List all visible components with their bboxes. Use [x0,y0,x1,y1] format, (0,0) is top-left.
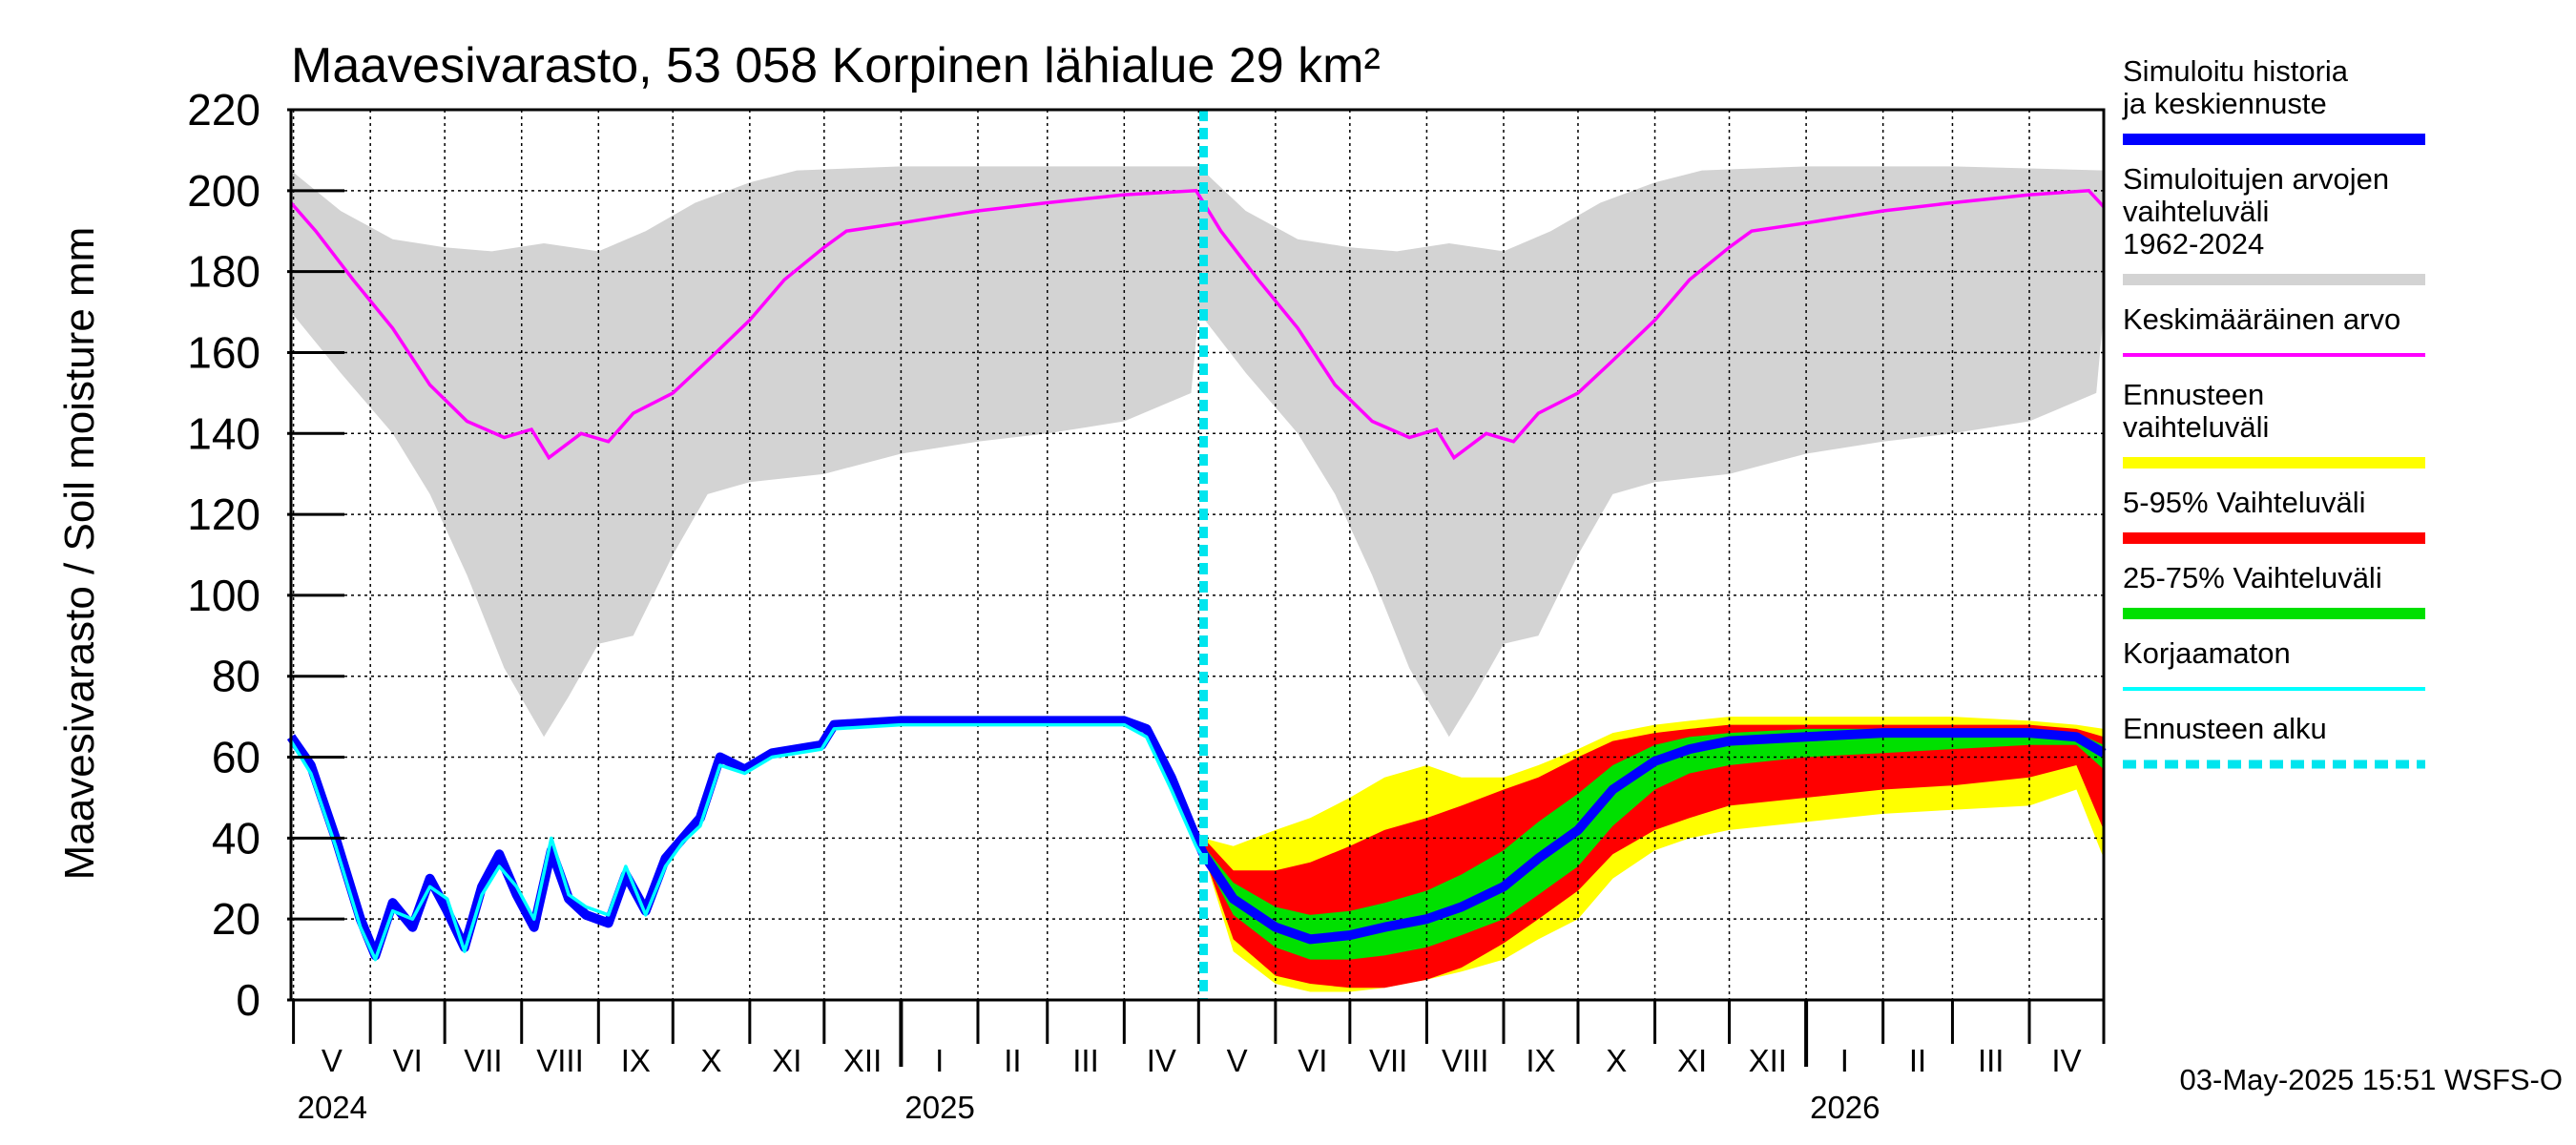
y-tick-label-140: 140 [187,408,260,458]
history-line [286,716,1209,961]
year-label-2026: 2026 [1810,1090,1880,1125]
y-tick-label-0: 0 [236,975,260,1025]
y-tick-label-220: 220 [187,85,260,135]
month-label-0: V [322,1043,343,1078]
month-label-20: I [1840,1043,1849,1078]
chart-title: Maavesivarasto, 53 058 Korpinen lähialue… [291,38,1381,94]
month-label-5: X [701,1043,722,1078]
month-label-2: VII [464,1043,502,1078]
month-label-12: V [1227,1043,1248,1078]
y-tick-label-80: 80 [212,652,260,701]
month-label-6: XI [772,1043,801,1078]
month-label-1: VI [393,1043,423,1078]
month-label-9: II [1004,1043,1021,1078]
y-tick-label-20: 20 [212,894,260,944]
month-label-7: XII [843,1043,882,1078]
legend-label-history: Simuloitu historia ja keskiennuste [2122,54,2349,120]
legend-label-fc_start: Ennusteen alku [2123,712,2327,745]
forecast-median-line [1199,728,2107,945]
y-tick-label-40: 40 [212,813,260,863]
historical-range-band [291,166,2104,738]
y-tick-label-120: 120 [187,489,260,539]
legend-label-p5_95: 5-95% Vaihteluväli [2123,486,2365,519]
month-label-11: IV [1147,1043,1176,1078]
month-label-19: XII [1749,1043,1787,1078]
timestamp: 03-May-2025 15:51 WSFS-O [2180,1063,2563,1096]
legend-label-uncorrected: Korjaamaton [2123,636,2291,670]
mean-line [289,188,2106,461]
data-lines [286,110,2107,1000]
legend-label-mean: Keskimääräinen arvo [2123,302,2400,336]
y-tick-label-180: 180 [187,247,260,297]
y-tick-label-60: 60 [212,733,260,782]
month-label-21: II [1909,1043,1926,1078]
month-label-22: III [1978,1043,2005,1078]
legend-label-range: Simuloitujen arvojen vaihteluväli 1962-202… [2123,162,2389,260]
plot-layers [291,110,2104,1000]
month-label-3: VIII [536,1043,584,1078]
year-label-2025: 2025 [904,1090,974,1125]
month-label-4: IX [621,1043,651,1078]
legend-label-fc_range: Ennusteen vaihteluväli [2123,378,2269,444]
month-label-8: I [935,1043,944,1078]
legend: Simuloitu historia ja keskiennuste Simuloi… [2122,54,2425,769]
y-tick-label-200: 200 [187,166,260,216]
month-label-17: X [1606,1043,1627,1078]
month-label-18: XI [1677,1043,1707,1078]
band-25-75 [1203,728,2104,960]
month-label-23: IV [2051,1043,2081,1078]
month-label-13: VI [1298,1043,1327,1078]
y-tick-label-160: 160 [187,327,260,377]
year-label-2024: 2024 [298,1090,367,1125]
month-label-14: VII [1369,1043,1407,1078]
uncorrected-line [289,722,1205,962]
month-label-15: VIII [1442,1043,1489,1078]
y-axis-label: Maavesivarasto / Soil moisture mm [56,227,103,881]
month-label-10: III [1072,1043,1099,1078]
y-tick-label-100: 100 [187,571,260,620]
legend-label-p25_75: 25-75% Vaihteluväli [2123,561,2382,594]
month-label-16: IX [1526,1043,1555,1078]
